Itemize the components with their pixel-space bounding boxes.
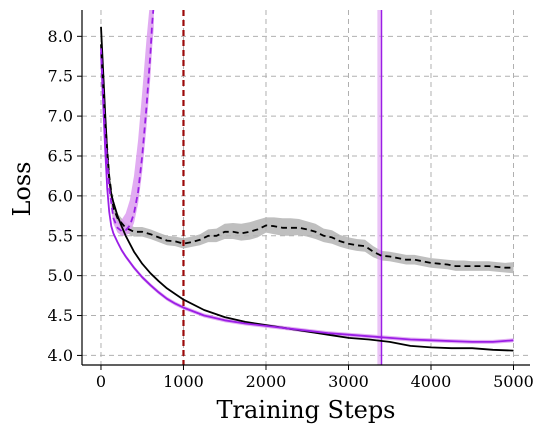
y-tick-label-7: 7.5 xyxy=(48,67,73,86)
axes xyxy=(77,10,530,370)
x-tick-label-4: 4000 xyxy=(411,372,452,391)
series xyxy=(100,10,514,352)
x-tick-label-3: 3000 xyxy=(328,372,369,391)
bands xyxy=(101,10,514,344)
tick-labels: 0 1000 2000 3000 4000 5000 4.0 4.5 5.0 5.5 6.0 6.5 7… xyxy=(48,27,534,391)
series-band-2 xyxy=(101,40,514,274)
series-line-1 xyxy=(100,52,514,343)
x-tick-label-1: 1000 xyxy=(163,372,204,391)
series-line-3 xyxy=(100,10,155,232)
series-band-1 xyxy=(101,50,514,344)
x-tick-label-5: 5000 xyxy=(493,372,534,391)
series-band-3 xyxy=(101,10,154,236)
x-tick-label-2: 2000 xyxy=(246,372,287,391)
vline-band-1 xyxy=(377,10,383,365)
y-tick-label-8: 8.0 xyxy=(48,27,73,46)
x-tick-label-0: 0 xyxy=(96,372,106,391)
y-tick-label-2: 5.0 xyxy=(48,266,73,285)
series-line-0 xyxy=(100,26,514,352)
y-tick-label-5: 6.5 xyxy=(48,146,73,165)
x-axis-title: Training Steps xyxy=(216,396,395,424)
vlines xyxy=(182,10,383,365)
y-tick-label-4: 6.0 xyxy=(48,186,73,205)
y-axis-title: Loss xyxy=(8,161,36,216)
y-tick-label-1: 4.5 xyxy=(48,306,73,325)
y-tick-label-0: 4.0 xyxy=(48,346,73,365)
y-tick-label-6: 7.0 xyxy=(48,107,73,126)
y-tick-label-3: 5.5 xyxy=(48,226,73,245)
